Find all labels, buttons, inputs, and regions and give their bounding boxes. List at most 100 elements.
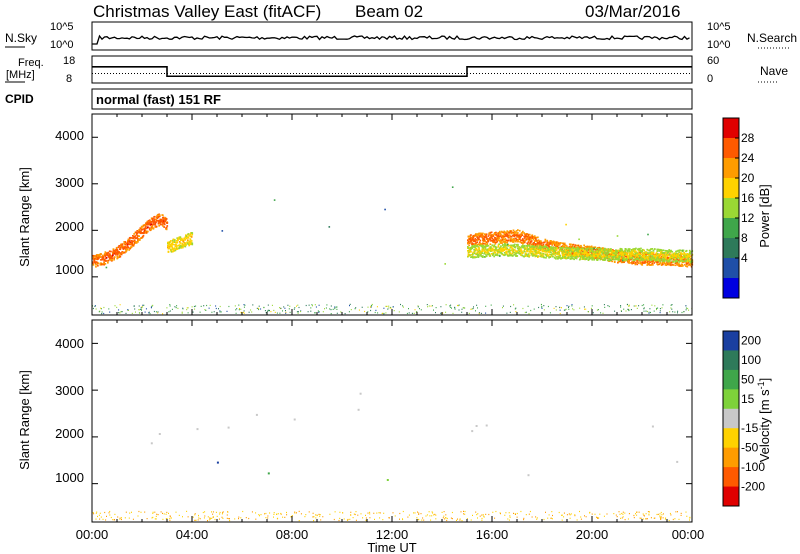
- power-cell: [467, 247, 470, 249]
- velocity-cell: [659, 515, 661, 517]
- power-cell: [519, 252, 522, 255]
- nsearch-tick-bottom: 10^0: [707, 39, 731, 51]
- power-cell: [565, 245, 568, 247]
- power-cell: [613, 261, 616, 263]
- power-cell: [519, 246, 522, 249]
- power-cell: [665, 259, 668, 262]
- power-cell: [187, 307, 189, 309]
- power-cell: [132, 237, 135, 240]
- power-cell: [655, 253, 657, 256]
- power-cell: [603, 249, 605, 252]
- power-cell: [549, 241, 552, 244]
- power-cell: [517, 243, 519, 246]
- power-cell: [528, 245, 531, 248]
- power-cell: [194, 308, 196, 310]
- power-cell: [589, 251, 592, 253]
- power-cell: [639, 254, 642, 257]
- power-cell: [100, 263, 103, 266]
- power-cell: [587, 249, 590, 251]
- power-cell: [122, 248, 125, 250]
- power-cell: [127, 246, 130, 249]
- power-cell: [211, 311, 213, 313]
- power-cell: [126, 248, 129, 251]
- power-cell: [283, 306, 285, 308]
- power-cell: [479, 235, 482, 238]
- velocity-cell: [197, 519, 199, 521]
- power-cell: [269, 309, 270, 312]
- power-cell: [129, 236, 132, 239]
- power-cell: [526, 237, 529, 239]
- power-cell: [503, 235, 505, 238]
- velocity-cell: [186, 510, 188, 512]
- power-cell: [604, 306, 606, 308]
- power-cell: [568, 251, 571, 254]
- power-cell: [534, 239, 537, 242]
- power-cell: [121, 243, 124, 245]
- x-tick-label: 08:00: [276, 527, 309, 542]
- velocity-cell: [155, 515, 157, 517]
- velocity-cell: [154, 518, 156, 520]
- power-cell: [650, 257, 652, 260]
- power-cell: [498, 237, 500, 239]
- power-cell: [542, 253, 545, 255]
- power-cell: [138, 229, 140, 232]
- power-cell: [578, 252, 580, 255]
- power-cell: [623, 253, 626, 256]
- power-cell: [97, 256, 99, 259]
- power-cell: [531, 246, 534, 248]
- power-cell: [469, 239, 472, 242]
- power-cell: [445, 304, 447, 306]
- power-cell: [677, 256, 680, 258]
- power-cell: [191, 233, 194, 236]
- power-cell: [528, 233, 531, 236]
- power-cell: [642, 257, 644, 259]
- power-cell: [175, 242, 177, 244]
- power-cell: [467, 246, 469, 248]
- power-cell: [116, 252, 119, 255]
- power-cell: [550, 242, 552, 245]
- power-cell: [532, 252, 535, 255]
- power-cell: [234, 305, 236, 307]
- power-cell: [517, 239, 520, 241]
- power-cell: [525, 238, 528, 241]
- power-y-tick-label: 1000: [55, 262, 84, 277]
- power-cell: [157, 222, 160, 225]
- power-colorbar-swatch: [723, 178, 739, 199]
- power-cell: [572, 257, 574, 260]
- velocity-cell: [346, 519, 348, 521]
- power-cell: [594, 248, 597, 251]
- power-cell: [537, 256, 539, 258]
- power-cell: [503, 231, 506, 233]
- power-cell: [128, 248, 131, 250]
- power-cell: [638, 248, 641, 251]
- power-cell: [555, 249, 558, 252]
- power-cell: [193, 305, 195, 308]
- power-cell: [590, 247, 592, 250]
- power-cell: [687, 307, 689, 310]
- power-cell: [169, 310, 171, 312]
- power-cell: [548, 247, 551, 250]
- power-cell: [624, 257, 627, 260]
- power-cell: [577, 248, 580, 251]
- power-cell: [509, 252, 512, 254]
- velocity-cell: [520, 510, 522, 513]
- velocity-colorbar-swatch: [723, 408, 739, 429]
- power-cell: [406, 312, 408, 315]
- velocity-cell: [342, 512, 343, 514]
- power-cell: [187, 312, 189, 314]
- power-cell: [515, 254, 517, 256]
- power-cell: [515, 234, 518, 237]
- power-cell: [602, 250, 605, 253]
- velocity-cell: [481, 514, 483, 516]
- power-cell: [149, 313, 151, 315]
- power-cell: [103, 262, 105, 264]
- velocity-cell: [382, 519, 384, 521]
- velocity-cell: [585, 516, 587, 518]
- power-cell: [595, 253, 598, 255]
- velocity-cell: [485, 513, 487, 515]
- power-cell: [540, 248, 542, 250]
- velocity-cell: [399, 512, 401, 515]
- power-cell: [526, 250, 529, 253]
- power-cell: [166, 225, 169, 227]
- power-colorbar-tick-label: 16: [741, 191, 755, 205]
